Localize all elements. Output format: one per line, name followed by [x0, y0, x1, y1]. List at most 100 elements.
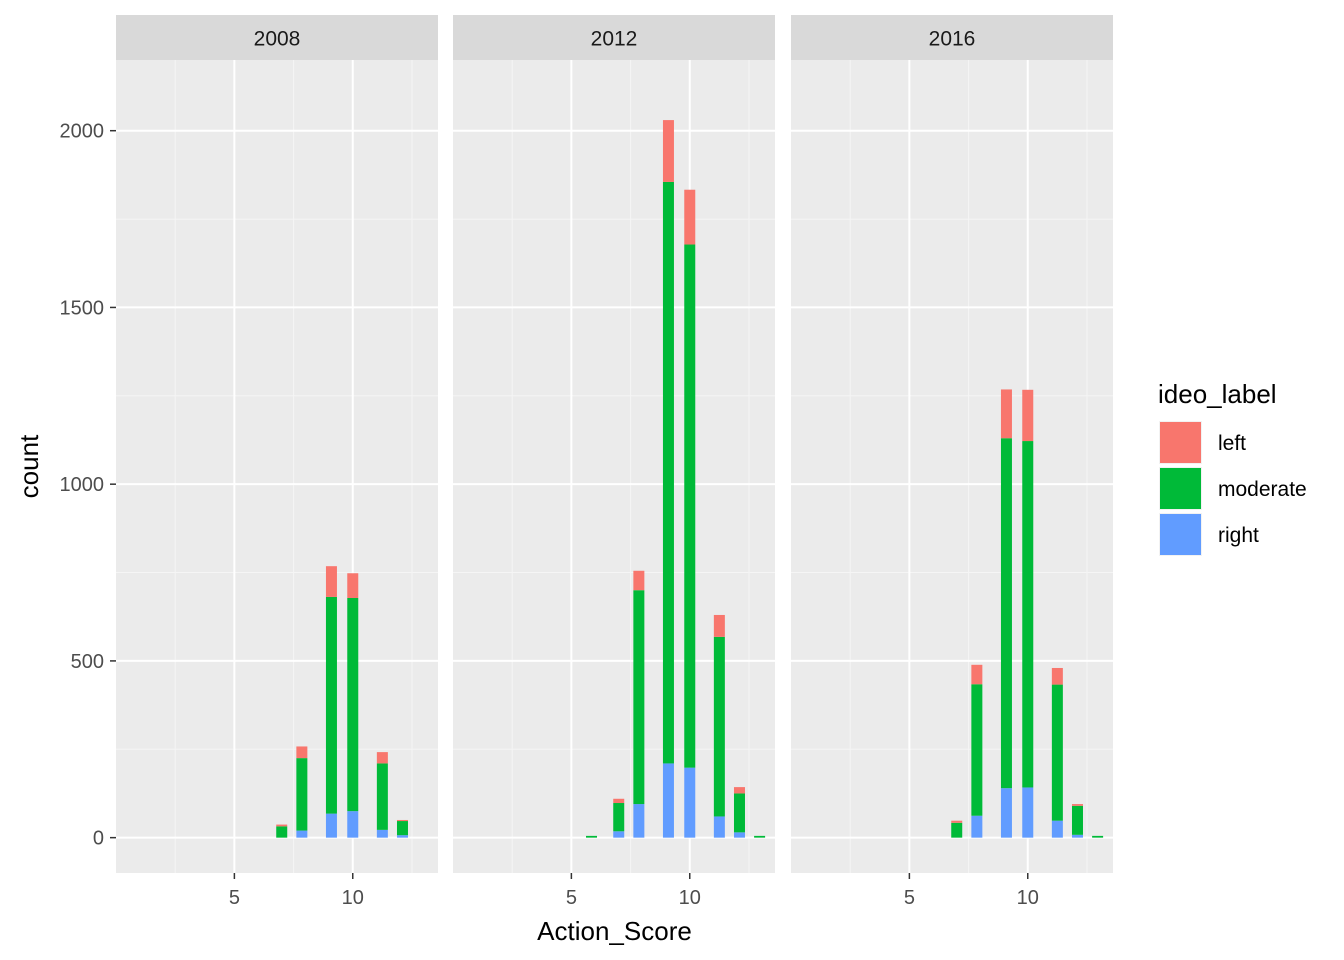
x-tick-label: 10 [1017, 887, 1039, 909]
legend-swatch-moderate [1160, 468, 1201, 509]
bar-segment-right [376, 829, 388, 838]
facet-strip-label: 2016 [929, 28, 976, 51]
bar-segment-moderate [733, 793, 745, 833]
bar-segment-moderate [396, 821, 408, 836]
y-tick-label: 1500 [60, 297, 105, 319]
bar-segment-right [325, 813, 337, 838]
bar-segment-left [633, 570, 645, 591]
bar-segment-right [733, 832, 745, 838]
legend-title: ideo_label [1158, 379, 1277, 409]
bar-segment-right [1000, 788, 1012, 838]
bar-stack [1071, 804, 1083, 838]
y-tick-label: 0 [93, 828, 104, 850]
bar-segment-right [347, 811, 359, 838]
bar-segment-moderate [633, 590, 645, 805]
bar-segment-moderate [971, 684, 983, 816]
x-tick-label: 5 [904, 887, 915, 909]
panel-background [453, 60, 775, 873]
bar-segment-left [396, 819, 408, 822]
legend-label-right: right [1218, 524, 1259, 547]
bar-segment-right [713, 816, 725, 838]
x-tick-label: 10 [679, 887, 701, 909]
bar-segment-left [296, 746, 308, 759]
bar-stack [1000, 389, 1012, 838]
bar-segment-moderate [613, 803, 625, 832]
bar-segment-left [733, 787, 745, 794]
panel-background [791, 60, 1113, 873]
y-axis-title: count [14, 434, 44, 498]
bar-stack [951, 820, 963, 838]
bar-stack [1022, 389, 1034, 838]
bar-segment-right [1071, 834, 1083, 838]
bar-stack [1051, 667, 1063, 838]
bar-segment-left [662, 120, 674, 182]
facet-strip [791, 15, 1113, 60]
facet-strip-label: 2012 [591, 28, 638, 51]
bar-segment-left [347, 573, 359, 598]
bar-segment-left [713, 614, 725, 637]
bar-segment-left [971, 664, 983, 685]
facet-panels: 2008 2012 2016 [116, 15, 1113, 873]
bar-segment-moderate [662, 181, 674, 764]
legend: ideo_label left moderate right [1158, 379, 1307, 556]
bar-segment-right [1022, 787, 1034, 838]
legend-swatch-left [1160, 422, 1201, 463]
bar-segment-moderate [296, 758, 308, 831]
bar-segment-left [276, 824, 288, 827]
bar-segment-moderate [1022, 441, 1034, 788]
bar-stack [296, 746, 308, 838]
bar-segment-moderate [1051, 684, 1063, 821]
facet-strip [116, 15, 438, 60]
bar-segment-left [1051, 667, 1063, 685]
bar-segment-moderate [325, 596, 337, 814]
bar-segment-moderate [1000, 438, 1012, 789]
bar-segment-moderate [951, 822, 963, 838]
y-tick-label: 500 [71, 651, 104, 673]
bar-segment-right [396, 835, 408, 838]
bar-segment-right [684, 767, 696, 838]
bar-segment-moderate [1071, 805, 1083, 835]
bar-segment-left [1071, 804, 1083, 806]
bar-segment-right [633, 804, 645, 838]
bar-segment-left [1022, 389, 1034, 442]
facet-strip [453, 15, 775, 60]
bar-stack [662, 120, 674, 838]
bar-stack [684, 189, 696, 838]
bar-segment-moderate [376, 763, 388, 830]
bar-stack [586, 835, 598, 838]
facet-panel-2012: 2012 [453, 15, 775, 873]
facet-strip-label: 2008 [254, 28, 301, 51]
bar-stack [754, 835, 766, 838]
bar-segment-left [613, 798, 625, 804]
bar-stack [733, 787, 745, 838]
bar-stack [376, 752, 388, 838]
bar-segment-left [684, 189, 696, 245]
bar-stack [325, 566, 337, 838]
x-axis-title: Action_Score [537, 916, 692, 946]
y-tick-label: 1000 [60, 474, 105, 496]
bar-stack [633, 570, 645, 838]
bar-segment-right [613, 831, 625, 838]
x-tick-label: 5 [566, 887, 577, 909]
bar-segment-right [662, 763, 674, 838]
y-axis: 0 500 1000 1500 2000 [60, 121, 116, 850]
bar-segment-moderate [586, 835, 598, 838]
panel-background [116, 60, 438, 873]
facet-panel-2008: 2008 [116, 15, 438, 873]
y-tick-label: 2000 [60, 121, 105, 143]
bar-stack [347, 573, 359, 838]
bar-stack [613, 798, 625, 838]
bar-segment-left [951, 820, 963, 823]
bar-segment-moderate [347, 597, 359, 812]
bar-segment-moderate [713, 636, 725, 817]
bar-segment-left [376, 752, 388, 764]
x-tick-label: 5 [229, 887, 240, 909]
bar-stack [276, 824, 288, 838]
bar-stack [971, 664, 983, 838]
bar-segment-left [1000, 389, 1012, 439]
bar-segment-right [971, 815, 983, 838]
x-tick-label: 10 [342, 887, 364, 909]
facet-panel-2016: 2016 [791, 15, 1113, 873]
bar-stack [1092, 835, 1104, 838]
